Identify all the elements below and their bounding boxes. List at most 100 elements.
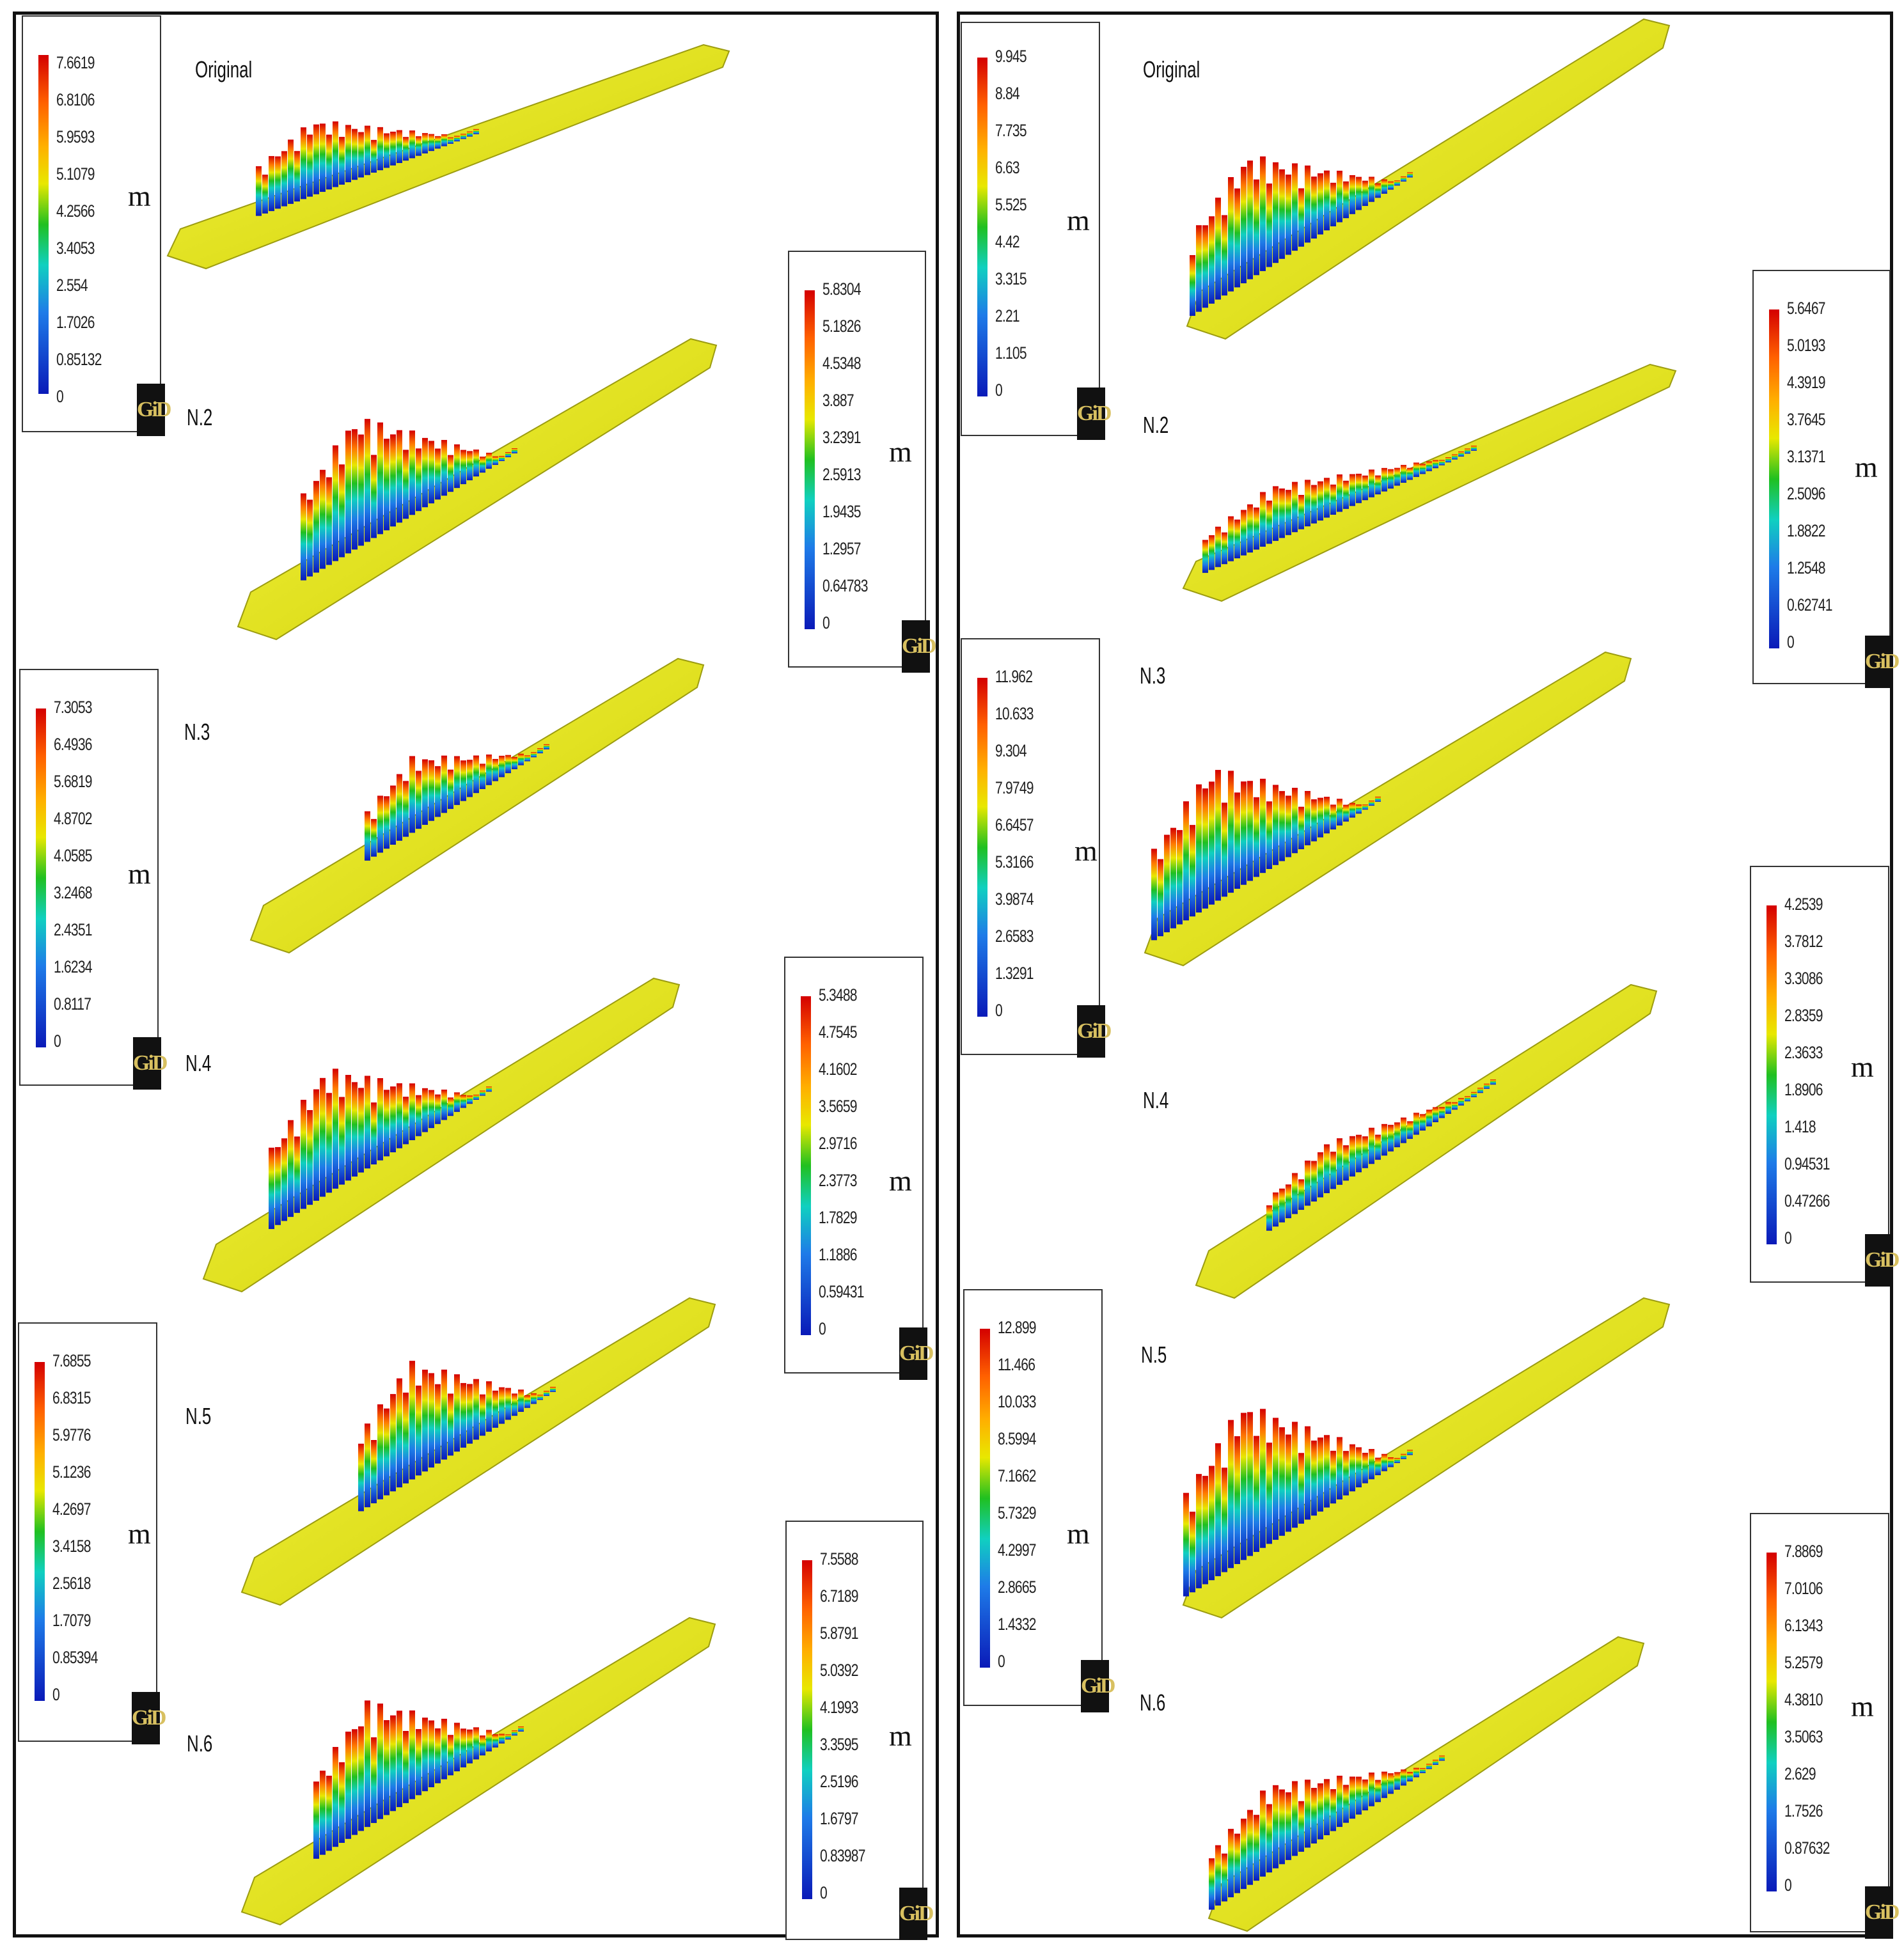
depth-column (384, 439, 389, 531)
depth-column (1369, 1773, 1374, 1806)
depth-column (1349, 175, 1355, 214)
depth-column (371, 1439, 377, 1503)
depth-column (1445, 457, 1451, 463)
depth-column (371, 455, 377, 538)
depth-column (1209, 1466, 1215, 1581)
depth-column (1471, 1092, 1477, 1097)
depth-column (1266, 500, 1272, 544)
right-label-n4: N.4 (1143, 1087, 1169, 1113)
depth-column (1439, 1107, 1445, 1118)
depth-column (339, 137, 345, 185)
depth-column (473, 1379, 479, 1440)
depth-column (1286, 1792, 1291, 1860)
color-bar (1769, 309, 1779, 648)
depth-column (409, 756, 415, 833)
depth-column (320, 469, 326, 569)
depth-column (486, 1086, 492, 1092)
depth-column (460, 1728, 466, 1767)
depth-column (1222, 532, 1227, 565)
depth-column (390, 434, 396, 527)
depth-column (1266, 184, 1272, 267)
depth-column (416, 1095, 421, 1136)
depth-column (1311, 485, 1317, 524)
tick: 0 (995, 1001, 1003, 1020)
tick: 3.2468 (54, 883, 93, 902)
tick: 6.8106 (56, 90, 95, 109)
tick: 5.525 (995, 195, 1027, 214)
tick: 1.7829 (819, 1208, 858, 1227)
depth-column (467, 131, 473, 137)
depth-column (537, 1395, 543, 1400)
depth-column (1209, 216, 1215, 304)
depth-column (1362, 475, 1368, 501)
depth-column (384, 1090, 389, 1157)
scene-right-n6 (1208, 1636, 1645, 1932)
depth-column (1337, 170, 1342, 223)
legend-left-original: 7.6619 6.8106 5.9593 5.1079 4.2566 3.405… (22, 15, 161, 432)
depth-column (480, 1735, 485, 1756)
depth-column (492, 1734, 498, 1748)
tick: 10.633 (995, 704, 1034, 723)
depth-column (1158, 859, 1163, 937)
depth-column (1286, 795, 1291, 857)
tick: 0 (819, 1319, 826, 1338)
depth-column (365, 811, 370, 861)
depth-column (416, 1385, 421, 1476)
depth-column (467, 1729, 473, 1764)
tick: 2.8665 (998, 1577, 1037, 1597)
depth-column (1234, 519, 1240, 559)
depth-column (422, 1369, 428, 1472)
depth-column (1318, 1152, 1323, 1198)
tick: 9.945 (995, 47, 1027, 66)
depth-column (1439, 460, 1445, 466)
depth-column (1388, 1125, 1394, 1152)
depth-column (397, 430, 402, 523)
depth-column (1324, 1779, 1330, 1836)
depth-column (1324, 797, 1330, 834)
scene-right-n5 (1182, 1297, 1671, 1619)
depth-column (1292, 1781, 1298, 1856)
depth-column (1151, 849, 1157, 941)
unit-label: m (1067, 204, 1090, 237)
gid-logo: GiD (899, 1888, 934, 1940)
depth-column (1394, 180, 1400, 186)
depth-column (499, 1387, 505, 1424)
depth-column (313, 1089, 319, 1201)
tick: 0.85132 (56, 350, 102, 369)
tick: 2.3773 (819, 1171, 858, 1190)
tick: 1.8906 (1784, 1080, 1823, 1099)
depth-column (460, 1382, 466, 1448)
tick: 4.2539 (1784, 895, 1823, 914)
depth-column (1394, 1772, 1400, 1790)
depth-column (416, 136, 421, 156)
depth-column (339, 464, 345, 558)
tick: 5.6467 (1787, 299, 1826, 318)
tick: 5.7329 (998, 1503, 1037, 1522)
depth-column (1337, 1776, 1342, 1828)
unit-label: m (889, 1719, 912, 1752)
depth-column (1318, 1783, 1323, 1840)
tick: 0 (54, 1031, 61, 1051)
depth-column (473, 450, 479, 477)
depth-column (416, 448, 421, 512)
depth-column (1356, 804, 1362, 814)
depth-column (281, 1138, 287, 1221)
depth-column (1343, 1451, 1349, 1496)
depth-column (492, 758, 498, 781)
depth-column (1420, 1767, 1426, 1773)
depth-column (1318, 1437, 1323, 1512)
depth-column (460, 760, 466, 801)
depth-column (1330, 182, 1336, 226)
tick: 3.5063 (1784, 1727, 1823, 1746)
depth-column (1324, 170, 1330, 231)
tick: 1.1886 (819, 1245, 858, 1264)
unit-label: m (1067, 1517, 1090, 1550)
depth-column (1298, 494, 1304, 529)
depth-column (448, 769, 453, 810)
depth-column (1279, 1427, 1285, 1536)
tick: 1.6234 (54, 957, 93, 976)
depth-column (1401, 1117, 1406, 1143)
depth-column (345, 430, 351, 554)
depth-column (473, 755, 479, 794)
depth-column (1241, 510, 1247, 556)
